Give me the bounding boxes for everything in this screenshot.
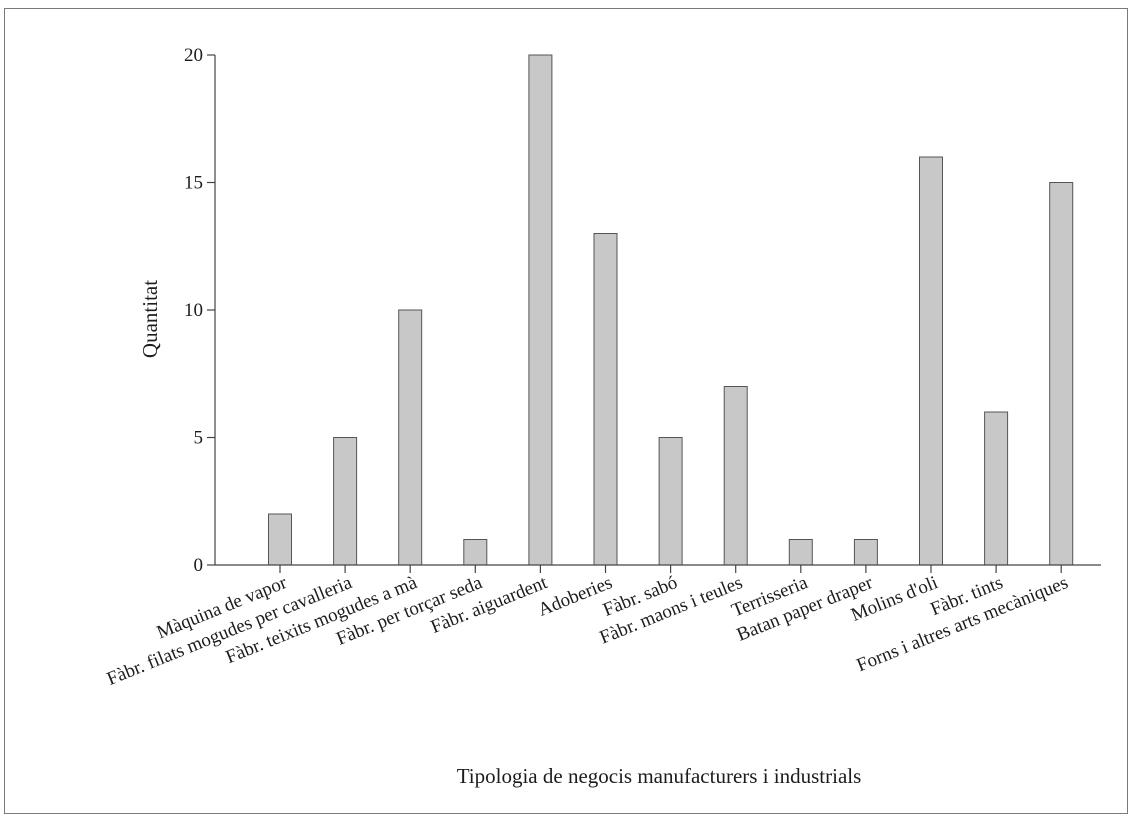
x-axis-title: Tipologia de negocis manufacturers i ind…: [457, 764, 862, 788]
bars: [268, 54, 1074, 566]
y-tick-label: 0: [194, 555, 204, 576]
bar: [593, 233, 618, 566]
y-tick-label: 10: [184, 300, 203, 321]
y-tick-label: 20: [184, 45, 203, 66]
bar: [463, 539, 488, 566]
bar: [268, 513, 292, 566]
bar: [919, 156, 943, 566]
y-tick-label: 15: [184, 173, 203, 194]
bar: [788, 539, 813, 566]
bar: [723, 386, 748, 566]
bar: [398, 309, 423, 566]
bar: [1049, 182, 1074, 566]
x-tick-label: Adoberies: [535, 572, 615, 621]
bar: [853, 539, 878, 566]
y-tick-label: 5: [194, 428, 204, 449]
y-axis-title: Quantitat: [138, 280, 162, 358]
axes: 0 5 10 15 20: [184, 45, 1101, 576]
bar: [658, 437, 683, 566]
bar: [528, 54, 553, 566]
bar: [333, 437, 358, 566]
bar: [984, 411, 1009, 566]
chart-frame: 0 5 10 15 20 Màquina de vapor Fàbr. filats mo…: [4, 8, 1128, 814]
